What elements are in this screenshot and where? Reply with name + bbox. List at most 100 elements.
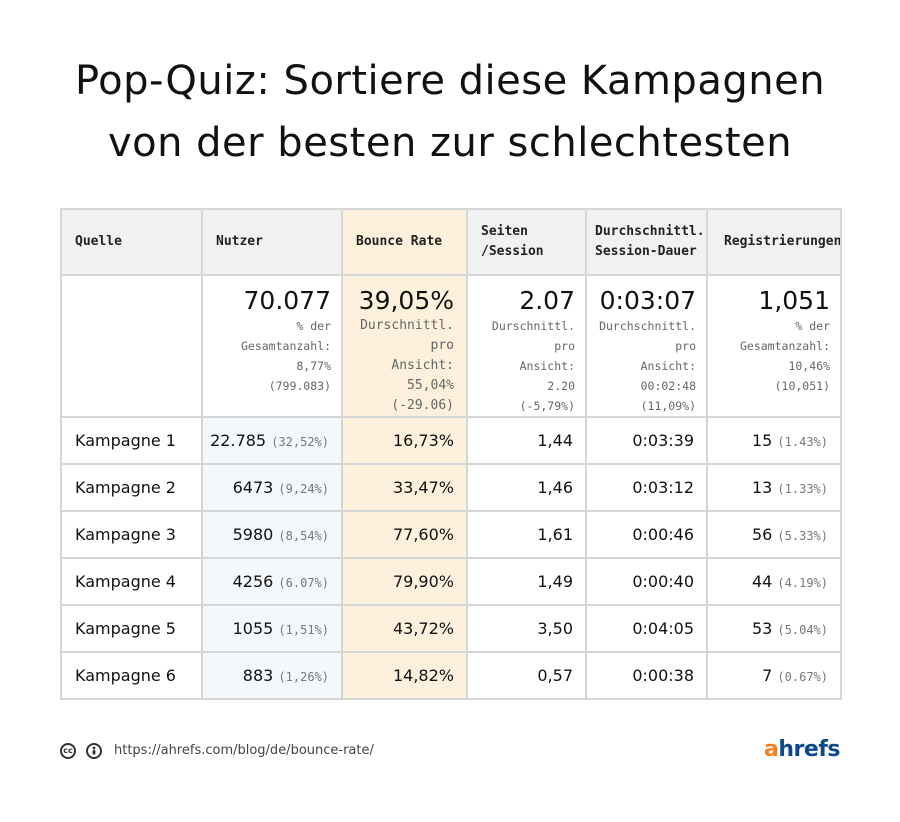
campaign-registrations: 13 (1.33%) [706, 463, 842, 512]
page-title: Pop-Quiz: Sortiere diese Kampagnen von d… [0, 50, 900, 174]
campaign-bounce-rate: 77,60% [341, 510, 468, 559]
campaign-pages: 1,61 [466, 510, 587, 559]
totals-pages: 2.07 Durschnittl. pro Ansicht: 2.20 (-5,… [466, 274, 587, 418]
header-users: Nutzer [201, 208, 343, 276]
totals-registrations-value: 1,051 [758, 286, 830, 315]
creative-commons-icon: cc [60, 743, 76, 759]
campaign-pages: 1,44 [466, 416, 587, 465]
users-value: 1055 [232, 619, 274, 638]
users-value: 883 [242, 666, 274, 685]
campaign-duration: 0:00:38 [585, 651, 708, 700]
campaign-bounce-rate: 43,72% [341, 604, 468, 653]
campaign-name: Kampagne 3 [60, 510, 203, 559]
campaign-users: 883 (1,26%) [201, 651, 343, 700]
header-session-duration: Durchschnittl. Session-Dauer [585, 208, 708, 276]
table-header-row: Quelle Nutzer Bounce Rate Seiten /Sessio… [60, 208, 842, 276]
registrations-percent: (5.04%) [777, 623, 828, 637]
header-registrations: Registrierungen [706, 208, 842, 276]
totals-pages-value: 2.07 [519, 286, 575, 315]
totals-users: 70.077 % der Gesamtanzahl: 8,77% (799.08… [201, 274, 343, 418]
table-row: Kampagne 1 22.785 (32,52%) 16,73% 1,44 0… [60, 416, 842, 465]
campaign-name: Kampagne 1 [60, 416, 203, 465]
campaign-users: 4256 (6.07%) [201, 557, 343, 606]
registrations-value: 44 [751, 572, 773, 591]
header-bounce-rate: Bounce Rate [341, 208, 468, 276]
campaign-name: Kampagne 6 [60, 651, 203, 700]
attribution-icon [86, 743, 102, 759]
campaign-duration: 0:03:39 [585, 416, 708, 465]
campaign-duration: 0:04:05 [585, 604, 708, 653]
campaign-pages: 3,50 [466, 604, 587, 653]
campaign-bounce-rate: 14,82% [341, 651, 468, 700]
table-row: Kampagne 5 1055 (1,51%) 43,72% 3,50 0:04… [60, 604, 842, 653]
registrations-value: 7 [762, 666, 773, 685]
logo-text: hrefs [778, 737, 840, 762]
registrations-percent: (4.19%) [777, 576, 828, 590]
campaign-users: 5980 (8,54%) [201, 510, 343, 559]
totals-duration: 0:03:07 Durchschnittl. pro Ansicht: 00:0… [585, 274, 708, 418]
totals-users-sub: % der Gesamtanzahl: 8,77% (799.083) [240, 319, 331, 393]
table-row: Kampagne 2 6473 (9,24%) 33,47% 1,46 0:03… [60, 463, 842, 512]
footer: cc https://ahrefs.com/blog/de/bounce-rat… [60, 737, 840, 765]
totals-duration-value: 0:03:07 [599, 286, 696, 315]
totals-source [60, 274, 203, 418]
totals-registrations-sub: % der Gesamtanzahl: 10,46% (10,051) [739, 319, 830, 393]
header-pages-per-session: Seiten /Session [466, 208, 587, 276]
registrations-percent: (0.67%) [777, 670, 828, 684]
totals-users-value: 70.077 [243, 286, 331, 315]
campaign-users: 1055 (1,51%) [201, 604, 343, 653]
campaign-registrations: 15 (1.43%) [706, 416, 842, 465]
table-row: Kampagne 4 4256 (6.07%) 79,90% 1,49 0:00… [60, 557, 842, 606]
totals-row: 70.077 % der Gesamtanzahl: 8,77% (799.08… [60, 274, 842, 418]
users-value: 4256 [232, 572, 274, 591]
title-line-1: Pop-Quiz: Sortiere diese Kampagnen [74, 58, 826, 104]
users-value: 5980 [232, 525, 274, 544]
campaign-pages: 1,49 [466, 557, 587, 606]
users-value: 22.785 [210, 431, 267, 450]
totals-bounce-sub: Durschnittl. pro Ansicht: 55,04% (-29.06… [360, 318, 454, 413]
registrations-value: 13 [751, 478, 773, 497]
campaign-registrations: 7 (0.67%) [706, 651, 842, 700]
campaign-bounce-rate: 33,47% [341, 463, 468, 512]
campaign-registrations: 44 (4.19%) [706, 557, 842, 606]
users-percent: (6.07%) [278, 576, 329, 590]
campaign-bounce-rate: 16,73% [341, 416, 468, 465]
campaign-bounce-rate: 79,90% [341, 557, 468, 606]
totals-bounce-value: 39,05% [358, 286, 454, 315]
registrations-value: 53 [751, 619, 773, 638]
campaign-users: 22.785 (32,52%) [201, 416, 343, 465]
header-source: Quelle [60, 208, 203, 276]
source-url-link[interactable]: https://ahrefs.com/blog/de/bounce-rate/ [114, 743, 374, 758]
campaign-name: Kampagne 4 [60, 557, 203, 606]
users-percent: (8,54%) [278, 529, 329, 543]
logo-letter-a: a [764, 737, 779, 762]
campaign-name: Kampagne 5 [60, 604, 203, 653]
campaign-duration: 0:00:46 [585, 510, 708, 559]
users-value: 6473 [232, 478, 274, 497]
registrations-value: 56 [751, 525, 773, 544]
totals-pages-sub: Durschnittl. pro Ansicht: 2.20 (-5,79%) [491, 319, 575, 413]
ahrefs-logo[interactable]: ahrefs [764, 737, 840, 762]
users-percent: (1,26%) [278, 670, 329, 684]
totals-duration-sub: Durchschnittl. pro Ansicht: 00:02:48 (11… [599, 319, 696, 413]
users-percent: (32,52%) [271, 435, 329, 449]
totals-bounce: 39,05% Durschnittl. pro Ansicht: 55,04% … [341, 274, 468, 418]
users-percent: (1,51%) [278, 623, 329, 637]
campaign-registrations: 56 (5.33%) [706, 510, 842, 559]
campaign-name: Kampagne 2 [60, 463, 203, 512]
campaign-registrations: 53 (5.04%) [706, 604, 842, 653]
table-row: Kampagne 3 5980 (8,54%) 77,60% 1,61 0:00… [60, 510, 842, 559]
registrations-percent: (1.43%) [777, 435, 828, 449]
registrations-percent: (1.33%) [777, 482, 828, 496]
campaign-users: 6473 (9,24%) [201, 463, 343, 512]
campaign-table: Quelle Nutzer Bounce Rate Seiten /Sessio… [60, 208, 842, 700]
campaign-pages: 1,46 [466, 463, 587, 512]
title-line-2: von der besten zur schlechtesten [107, 120, 793, 166]
users-percent: (9,24%) [278, 482, 329, 496]
campaign-pages: 0,57 [466, 651, 587, 700]
totals-registrations: 1,051 % der Gesamtanzahl: 10,46% (10,051… [706, 274, 842, 418]
table-row: Kampagne 6 883 (1,26%) 14,82% 0,57 0:00:… [60, 651, 842, 700]
campaign-duration: 0:00:40 [585, 557, 708, 606]
registrations-percent: (5.33%) [777, 529, 828, 543]
registrations-value: 15 [751, 431, 773, 450]
